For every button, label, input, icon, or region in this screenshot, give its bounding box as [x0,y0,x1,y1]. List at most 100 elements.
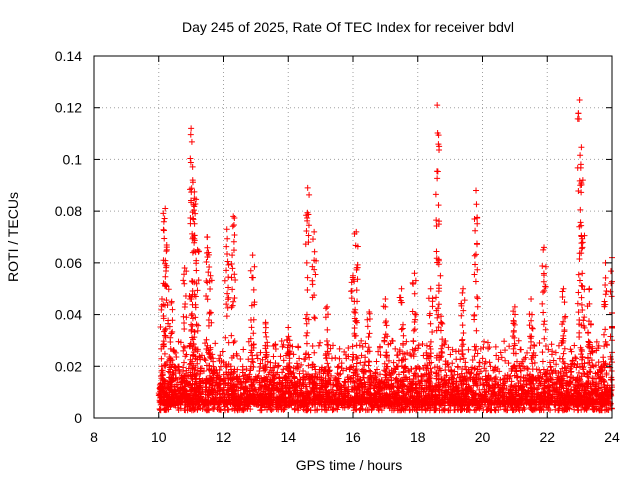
data-point [242,379,249,386]
data-point [204,234,211,240]
data-point [172,367,179,374]
data-point [423,366,430,373]
data-point [395,384,402,391]
data-point [268,367,275,374]
data-point [336,355,343,362]
data-point [481,338,488,345]
data-point [229,223,236,230]
data-point [219,348,226,355]
data-point [574,300,581,307]
data-point [216,366,223,373]
data-point [524,372,531,379]
data-point [324,303,331,310]
data-point [257,360,264,367]
data-point [595,405,602,412]
data-point [577,152,584,159]
data-point [539,349,546,356]
data-point [527,404,534,411]
data-point [518,373,525,380]
data-point [547,364,554,371]
data-point [231,295,238,302]
data-point [286,355,293,362]
data-point [322,407,329,414]
data-point [431,407,438,414]
data-point [353,342,360,349]
data-point [539,289,546,296]
data-point [472,278,479,285]
data-point [410,338,417,345]
data-point [256,363,263,370]
data-point [536,339,543,346]
data-point [510,320,517,327]
data-point [474,295,481,302]
data-point [571,342,578,349]
data-point [505,360,512,367]
data-point [471,215,478,222]
data-point [204,296,211,303]
data-point [421,362,428,369]
data-point [473,327,480,334]
data-point [249,252,256,259]
data-point [353,378,360,385]
data-point [561,345,568,352]
data-point [275,362,282,369]
data-point [217,352,224,359]
data-point [295,343,302,350]
data-point [540,321,547,328]
data-point [399,388,406,395]
data-point [353,360,360,367]
data-point [217,363,224,370]
data-point [389,338,396,345]
data-point [432,191,439,198]
data-point [541,318,548,325]
data-point [322,305,329,312]
data-point [247,317,254,324]
data-point [365,333,372,340]
data-point [411,290,418,297]
data-point [542,326,549,333]
data-point [472,227,479,234]
data-point [162,267,169,274]
data-point [471,271,478,278]
data-point [224,235,231,242]
data-point [552,349,559,356]
data-point [458,312,465,319]
data-point [481,365,488,372]
data-point [277,353,284,360]
data-point [304,287,311,294]
data-point [158,296,165,303]
data-point [181,320,188,327]
data-point [331,392,338,399]
data-point [364,316,371,323]
data-point [225,339,232,346]
data-point [459,289,466,296]
data-points [155,96,615,414]
data-point [531,342,538,349]
data-point [307,407,314,414]
data-point [352,406,359,413]
data-point [181,265,188,272]
data-point [395,385,402,392]
data-point [349,351,356,358]
data-point [309,277,316,284]
data-point [333,382,340,389]
data-point [429,303,436,310]
data-point [497,349,504,356]
data-point [576,255,583,262]
data-point [263,353,270,360]
data-point [559,294,566,301]
data-point [188,138,195,145]
data-point [209,355,216,362]
data-point [476,363,483,370]
data-point [263,333,270,340]
data-point [484,339,491,346]
data-point [353,366,360,373]
data-point [392,345,399,352]
data-point [173,354,180,361]
data-point [429,329,436,336]
data-point [567,346,574,353]
data-point [327,345,334,352]
data-point [539,358,546,365]
data-point [521,356,528,363]
data-point [324,341,331,348]
